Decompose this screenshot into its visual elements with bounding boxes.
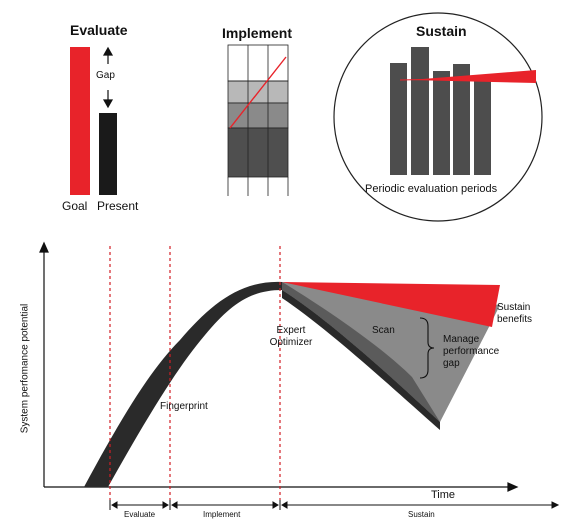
implement-title: Implement [222, 25, 293, 41]
decline-band-mid [282, 282, 440, 422]
performance-curve-dark [84, 281, 282, 487]
sustain-circle [333, 12, 543, 222]
gap-label: Gap [96, 70, 115, 81]
fingerprint-label: Fingerprint [160, 401, 208, 412]
goal-bar [70, 47, 90, 195]
sustain-benefits-label: Sustain benefits [497, 302, 533, 325]
sustain-red-wedge [410, 70, 536, 83]
present-bar [99, 113, 117, 195]
sustain-title: Sustain [416, 23, 467, 39]
decline-band-dark-edge [282, 290, 440, 430]
sustain-caption: Periodic evaluation periods [365, 183, 498, 195]
x-axis [44, 482, 519, 492]
implement-trend-line [229, 56, 287, 129]
goal-label: Goal [62, 199, 88, 213]
phase-lines [109, 246, 281, 500]
sustain-benefits-wedge [282, 282, 500, 327]
sustain-bars [390, 47, 491, 175]
phase-timeline [109, 500, 560, 510]
y-axis-label: System perfomance potential [19, 303, 31, 434]
implement-blocks [227, 44, 289, 196]
x-axis-label: Time [431, 489, 456, 501]
phase-label-sustain: Sustain [408, 510, 435, 519]
phase-label-implement: Implement [203, 510, 241, 519]
expert-optimizer-label: Expert Optimizer [269, 325, 313, 348]
gap-arrow [102, 46, 114, 109]
evaluate-title: Evaluate [70, 22, 128, 38]
manage-gap-label: Manage performance gap [443, 334, 500, 369]
phase-label-evaluate: Evaluate [124, 510, 156, 519]
scan-label: Scan [372, 325, 395, 336]
present-label: Present [97, 199, 139, 213]
gap-brace [419, 317, 435, 379]
y-axis [39, 241, 49, 487]
